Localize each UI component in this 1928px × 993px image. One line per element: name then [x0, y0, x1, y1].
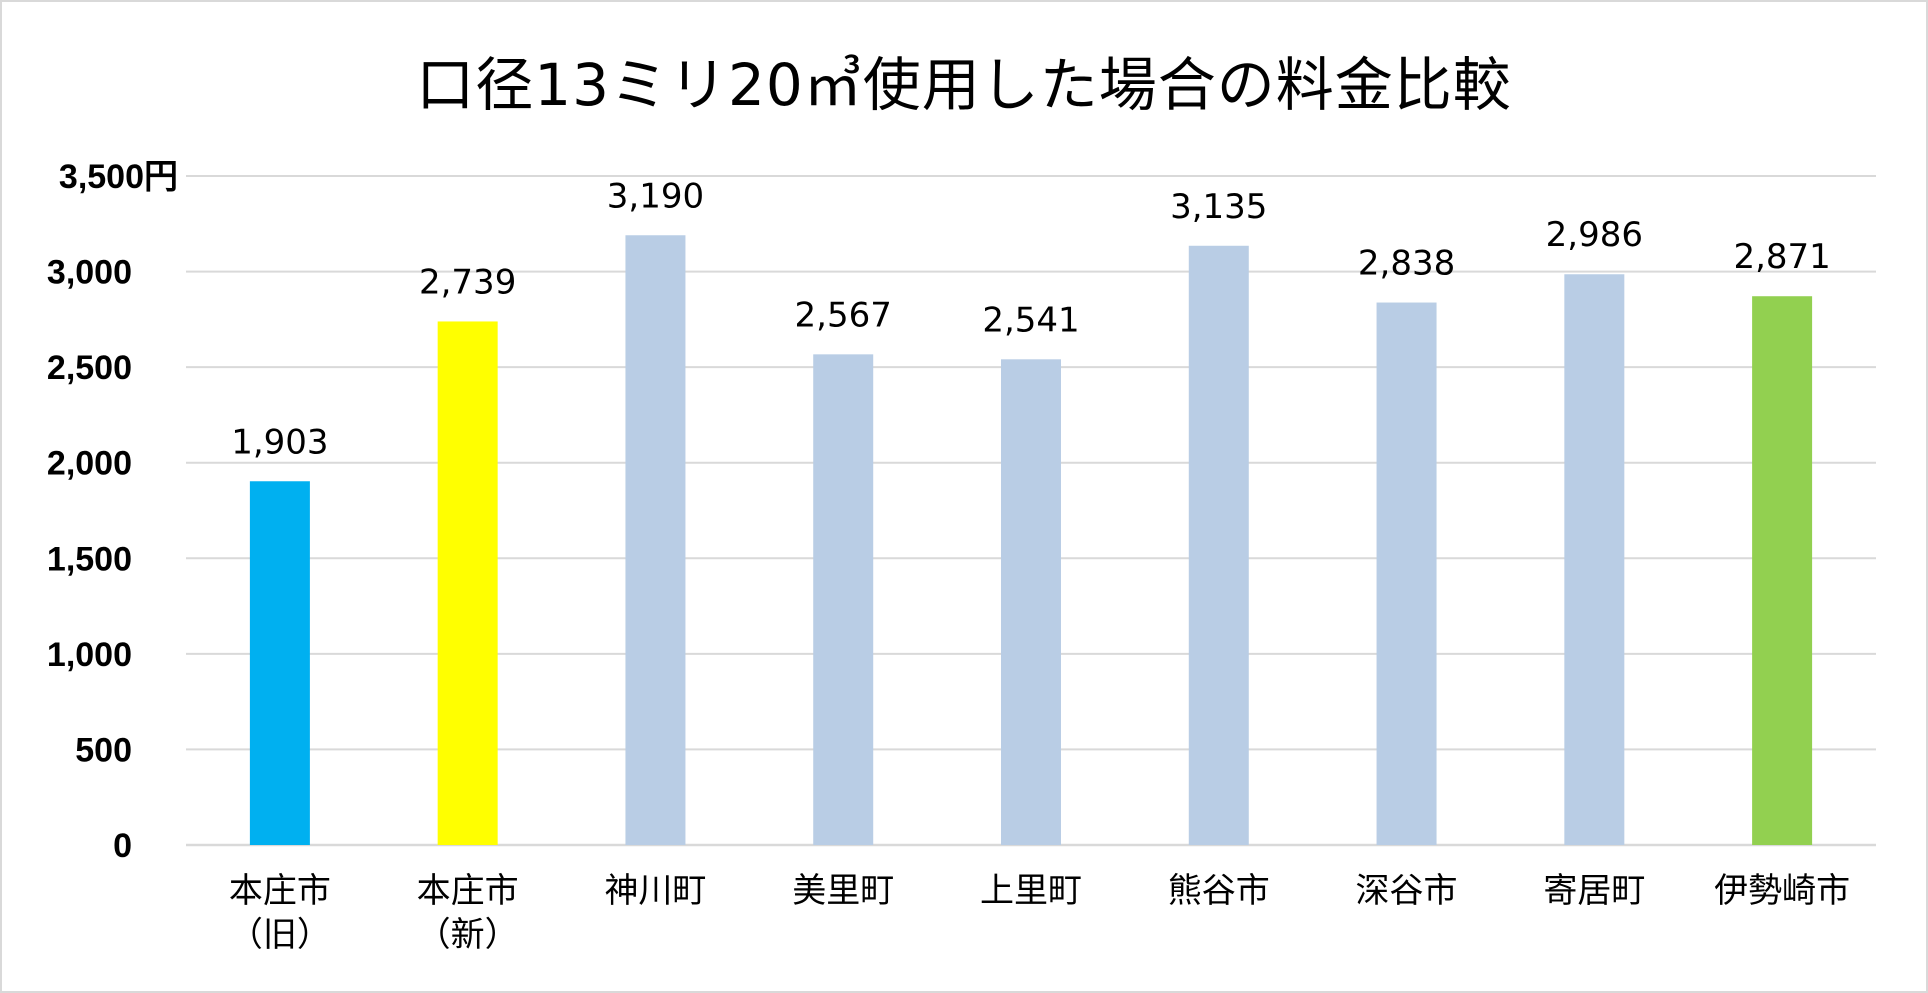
data-label: 3,135	[1170, 187, 1267, 227]
bar	[1564, 274, 1625, 845]
bar	[813, 354, 874, 845]
y-tick-label: 1,000	[47, 636, 132, 674]
data-label: 2,838	[1358, 244, 1455, 284]
x-tick-label: （旧）	[229, 915, 331, 955]
data-label: 2,871	[1733, 237, 1830, 277]
bars	[249, 235, 1813, 846]
y-tick-label: 2,000	[47, 445, 132, 483]
x-tick-label: 寄居町	[1543, 871, 1645, 911]
x-tick-label: 伊勢崎市	[1714, 871, 1850, 911]
bar	[249, 481, 310, 845]
y-tick-label: 0	[113, 827, 132, 865]
data-label: 2,739	[419, 262, 516, 302]
y-tick-label: 1,500	[47, 540, 132, 578]
y-axis-tick-labels: 0 500 1,000 1,500 2,000 2,500 3,000 3,500円	[47, 158, 178, 865]
data-label: 2,541	[982, 300, 1079, 340]
bar	[1188, 245, 1249, 845]
data-label: 2,567	[795, 295, 892, 335]
y-tick-label: 2,500	[47, 349, 132, 387]
data-label: 2,986	[1546, 215, 1643, 255]
bar	[625, 235, 686, 846]
x-tick-label: 上里町	[980, 871, 1082, 911]
bar	[1001, 359, 1061, 845]
x-tick-label: 本庄市	[229, 871, 331, 911]
x-tick-label: 深谷市	[1356, 871, 1458, 911]
bar	[1376, 302, 1437, 845]
x-tick-label: 美里町	[792, 871, 894, 911]
x-tick-label: （新）	[417, 915, 519, 955]
x-tick-label: 本庄市	[417, 871, 519, 911]
data-label: 1,903	[231, 422, 328, 462]
y-tick-label: 3,000	[47, 254, 132, 292]
bar	[1752, 296, 1813, 845]
chart-title: 口径13ミリ20㎥使用した場合の料金比較	[416, 51, 1512, 119]
x-tick-label: 神川町	[604, 871, 706, 911]
x-axis-category-labels: 本庄市（旧）本庄市（新）神川町 美里町 上里町 熊谷市 深谷市 寄居町 伊勢崎市	[229, 871, 1850, 955]
data-labels: 1,903 2,739 3,190 2,567 2,541 3,135 2,838 2,986…	[231, 176, 1831, 462]
y-tick-label: 3,500円	[59, 158, 178, 196]
x-tick-label: 熊谷市	[1168, 871, 1270, 911]
data-label: 3,190	[607, 176, 704, 216]
y-tick-label: 500	[75, 731, 132, 769]
bar	[437, 321, 498, 845]
